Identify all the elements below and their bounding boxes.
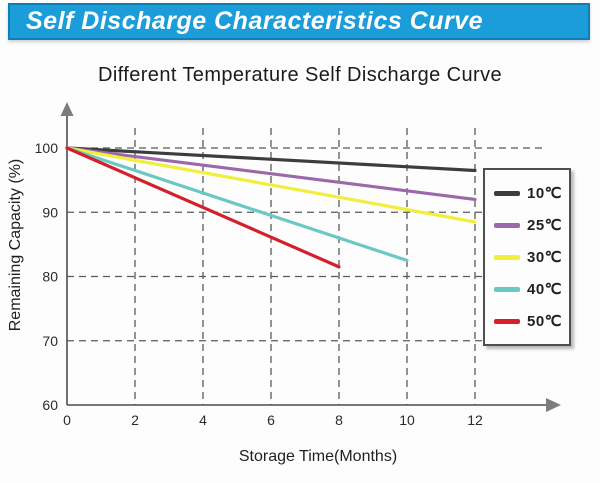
chart-title: Different Temperature Self Discharge Cur… [97,64,503,86]
x-tick-label-8: 8 [335,412,343,428]
legend-item-25: 25℃ [494,216,569,234]
x-axis-label: Storage Time(Months) [239,448,397,465]
y-tick-label-60: 60 [42,397,58,413]
legend-label-30: 30℃ [527,249,563,266]
legend-item-10: 10℃ [494,184,569,202]
chart-canvas: 60 70 80 90 100 0 2 4 6 8 10 12 Storage Time(Months)… [7,102,561,465]
legend-label-40: 40℃ [527,281,563,298]
y-tick-label-90: 90 [42,204,58,220]
legend-swatch-10 [494,190,520,196]
legend-swatch-50 [494,318,520,324]
legend-item-50: 50℃ [494,312,569,330]
x-tick-label-2: 2 [131,412,139,428]
chart: 60 70 80 90 100 0 2 4 6 8 10 12 Storage Time(Months)… [0,100,600,483]
series-line-40 [65,146,409,263]
legend-swatch-40 [494,286,520,292]
x-axis-arrow-icon [546,398,561,412]
x-tick-label-4: 4 [199,412,207,428]
y-axis-arrow-icon [60,102,74,116]
y-tick-label-100: 100 [35,140,59,156]
legend-item-30: 30℃ [494,248,569,266]
x-tick-label-10: 10 [399,412,415,428]
series-line-30 [65,146,477,224]
x-tick-label-12: 12 [467,412,483,428]
series-line-25 [65,146,477,202]
legend-swatch-25 [494,222,520,228]
legend-label-50: 50℃ [527,313,563,330]
x-tick-label-0: 0 [63,412,71,428]
legend-label-25: 25℃ [527,217,563,234]
series-line-50 [65,146,341,269]
legend: 10℃ 25℃ 30℃ 40℃ 50℃ [483,168,571,346]
series-line-10 [65,146,477,173]
legend-item-40: 40℃ [494,280,569,298]
y-axis-label: Remaining Capacity (%) [7,159,24,332]
y-tick-label-70: 70 [42,333,58,349]
legend-label-10: 10℃ [527,185,563,202]
y-tick-label-80: 80 [42,269,58,285]
legend-swatch-30 [494,254,520,260]
banner-title: Self Discharge Characteristics Curve [26,7,484,35]
x-tick-label-6: 6 [267,412,275,428]
banner: Self Discharge Characteristics Curve [8,3,590,40]
